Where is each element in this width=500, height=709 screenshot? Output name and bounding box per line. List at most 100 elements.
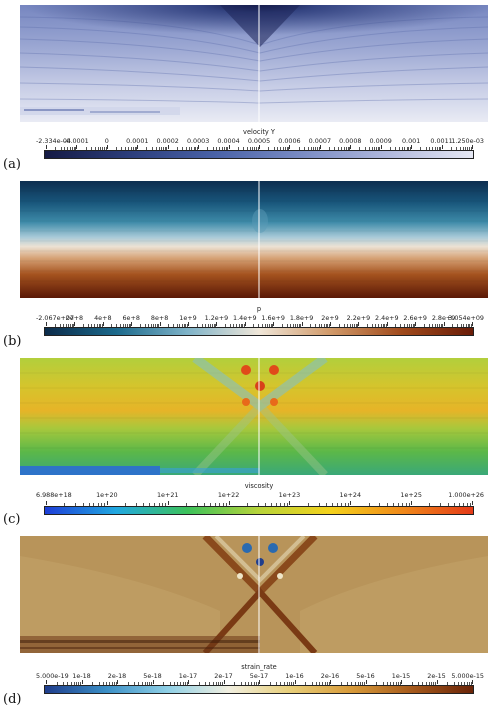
colorbar-minor-tick xyxy=(470,147,472,150)
colorbar-minor-tick xyxy=(115,147,117,150)
viscosity-colorbar xyxy=(44,506,474,515)
colorbar-minor-tick xyxy=(224,324,226,327)
colorbar-minor-tick xyxy=(466,682,468,685)
colorbar-minor-tick xyxy=(467,324,469,327)
colorbar-minor-tick xyxy=(165,503,166,506)
colorbar-minor-tick xyxy=(318,503,320,506)
colorbar-minor-tick xyxy=(328,324,330,327)
colorbar-tick xyxy=(472,501,473,505)
colorbar-tick xyxy=(365,680,367,684)
colorbar-minor-tick xyxy=(382,682,384,685)
colorbar-tick-label: 1e+24 xyxy=(339,491,362,499)
panel-label-d: (d) xyxy=(3,692,22,707)
colorbar-minor-tick xyxy=(355,324,357,327)
colorbar-minor-tick xyxy=(291,682,292,685)
colorbar-minor-tick xyxy=(249,147,251,150)
colorbar-tick-label: 0.0007 xyxy=(308,137,332,145)
colorbar-minor-tick xyxy=(283,682,285,685)
colorbar-minor-tick xyxy=(226,503,227,506)
colorbar-minor-tick xyxy=(88,324,89,327)
colorbar-minor-tick xyxy=(158,503,160,506)
colorbar-minor-tick xyxy=(315,147,316,150)
colorbar-minor-tick xyxy=(113,682,115,685)
colorbar-minor-tick xyxy=(185,324,186,327)
colorbar-minor-tick xyxy=(141,682,143,685)
colorbar-minor-tick xyxy=(168,324,169,327)
colorbar-minor-tick xyxy=(236,324,237,327)
colorbar-tick xyxy=(289,501,291,505)
colorbar-tick xyxy=(46,680,47,684)
colorbar-tick-label: 1.4e+9 xyxy=(233,314,257,322)
colorbar-minor-tick xyxy=(111,324,112,327)
colorbar-minor-tick xyxy=(385,324,387,327)
colorbar-minor-tick xyxy=(433,682,434,685)
colorbar-minor-tick xyxy=(411,682,413,685)
colorbar-tick xyxy=(159,322,161,326)
colorbar-minor-tick xyxy=(121,147,122,150)
colorbar-minor-tick xyxy=(213,324,215,327)
colorbar-minor-tick xyxy=(343,324,345,327)
colorbar-minor-tick xyxy=(293,682,294,685)
colorbar-tick-label: 2e-16 xyxy=(320,672,340,680)
colorbar-minor-tick xyxy=(256,147,257,150)
colorbar-minor-tick xyxy=(360,682,361,685)
colorbar-tick xyxy=(167,145,169,149)
colorbar-minor-tick xyxy=(313,147,314,150)
colorbar-minor-tick xyxy=(252,147,253,150)
strain-rate-field-plot xyxy=(20,536,488,653)
colorbar-minor-tick xyxy=(243,147,244,150)
colorbar-minor-tick xyxy=(70,324,71,327)
colorbar-minor-tick xyxy=(354,324,355,327)
colorbar-minor-tick xyxy=(128,147,129,150)
colorbar-tick xyxy=(198,145,199,149)
colorbar-minor-tick xyxy=(435,682,436,685)
colorbar-minor-tick xyxy=(462,503,464,506)
colorbar-minor-tick xyxy=(453,682,455,685)
colorbar-minor-tick xyxy=(310,324,311,327)
colorbar-minor-tick xyxy=(92,682,93,685)
colorbar-minor-tick xyxy=(224,147,225,150)
colorbar-minor-tick xyxy=(201,324,203,327)
colorbar-minor-tick xyxy=(343,147,345,150)
colorbar-minor-tick xyxy=(82,324,84,327)
colorbar-minor-tick xyxy=(347,682,348,685)
strain-rate-colorbar xyxy=(44,685,474,694)
colorbar-minor-tick xyxy=(69,147,71,150)
colorbar-tick-label: 2e-18 xyxy=(107,672,127,680)
colorbar-tick-label: 2e+8 xyxy=(65,314,84,322)
colorbar-minor-tick xyxy=(98,682,100,685)
colorbar-tick xyxy=(358,322,360,326)
colorbar-tick-label: 1e+25 xyxy=(400,491,422,499)
colorbar-minor-tick xyxy=(395,324,396,327)
colorbar-minor-tick xyxy=(221,147,223,150)
colorbar-minor-tick xyxy=(183,324,185,327)
colorbar-tick-label: 3.054e+09 xyxy=(448,314,484,322)
colorbar-minor-tick xyxy=(185,147,187,150)
colorbar-minor-tick xyxy=(220,682,221,685)
colorbar-minor-tick xyxy=(420,147,421,150)
colorbar-minor-tick xyxy=(428,324,430,327)
colorbar-minor-tick xyxy=(289,682,290,685)
colorbar-minor-tick xyxy=(410,324,412,327)
colorbar-minor-tick xyxy=(440,147,441,150)
colorbar-minor-tick xyxy=(144,324,146,327)
colorbar-minor-tick xyxy=(269,682,271,685)
colorbar-minor-tick xyxy=(158,147,160,150)
colorbar-tick xyxy=(117,680,118,684)
colorbar-tick xyxy=(188,322,189,326)
colorbar-minor-tick xyxy=(310,147,312,150)
colorbar-minor-tick xyxy=(251,682,252,685)
colorbar-minor-tick xyxy=(276,682,277,685)
colorbar-minor-tick xyxy=(207,147,208,150)
colorbar-minor-tick xyxy=(244,682,246,685)
colorbar-minor-tick xyxy=(248,682,249,685)
colorbar-minor-tick xyxy=(305,682,306,685)
colorbar-tick xyxy=(228,145,230,149)
colorbar-minor-tick xyxy=(280,147,281,150)
colorbar-minor-tick xyxy=(463,324,464,327)
colorbar-minor-tick xyxy=(185,503,187,506)
colorbar-minor-tick xyxy=(204,503,205,506)
colorbar-minor-tick xyxy=(442,324,443,327)
colorbar-tick-label: -2.334e-04 xyxy=(36,137,71,145)
colorbar-tick-label: 1.8e+9 xyxy=(289,314,314,322)
